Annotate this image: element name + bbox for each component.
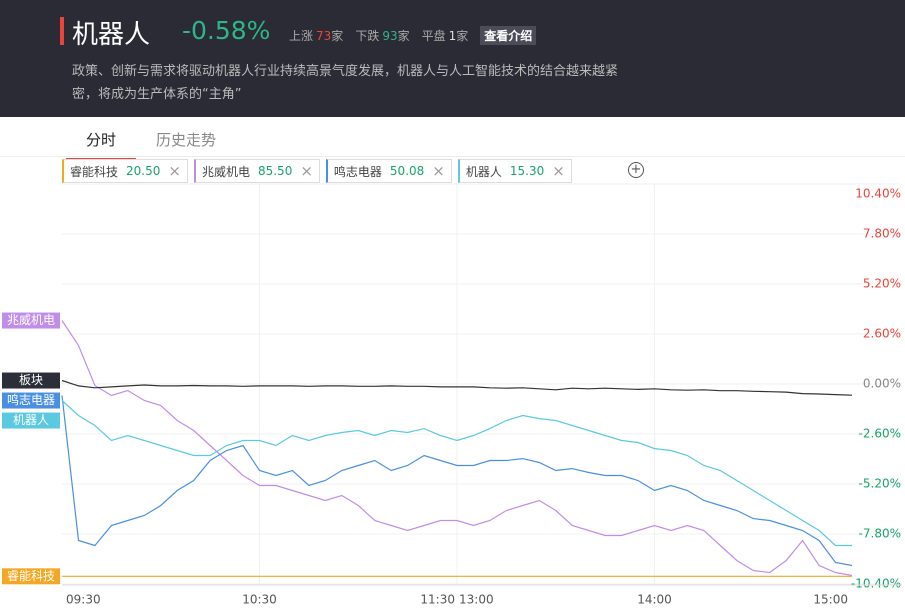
series-line [61, 400, 852, 547]
y-tick-label: 5.20% [863, 277, 901, 291]
series-line [61, 320, 853, 577]
chips: 睿能科技 20.50 × 兆威机电 85.50 × 鸣志电器 50.08 × 机器人 15.30 × [62, 159, 572, 183]
stat-label: 上涨 [289, 29, 314, 43]
stat-count: 1 [448, 29, 457, 43]
series-tag-label: 板块 [19, 373, 43, 387]
description: 政策、创新与需求将驱动机器人行业持续高景气度发展，机器人与人工智能技术的结合越来… [72, 60, 618, 106]
y-tick-label: 10.40% [855, 187, 901, 201]
stat-unit: 家 [331, 29, 344, 43]
series-tag [2, 412, 60, 429]
stat-count: 73 [316, 29, 332, 43]
x-tick-label: 14:00 [637, 593, 672, 607]
series-line [61, 395, 853, 567]
y-tick-label: -5.20% [859, 477, 901, 491]
tab[interactable]: 历史走势 [156, 131, 217, 149]
y-tick-label: 2.60% [863, 327, 901, 341]
desc-line: 政策、创新与需求将驱动机器人行业持续高景气度发展，机器人与人工智能技术的结合越来… [72, 64, 619, 79]
chip-price: 50.08 [389, 164, 425, 178]
x-tick-label: 09:30 [66, 593, 101, 607]
series-tag-label: 机器人 [13, 413, 49, 427]
y-tick-label: -7.80% [859, 527, 901, 541]
chip-close[interactable]: × [168, 162, 181, 180]
series-tag-label: 兆威机电 [7, 313, 55, 327]
change: -0.58% [182, 16, 271, 45]
stock-chip: 机器人 15.30 × [457, 159, 572, 183]
y-tick-label: 7.80% [863, 227, 901, 241]
header: 机器人 -0.58% 上涨 73家 下跌 93家 平盘 1家 查看介绍 政策、创新与需求将驱… [0, 0, 905, 117]
chip-name: 机器人 [465, 164, 502, 179]
accent-bar [60, 17, 64, 45]
y-tick-label: -10.40% [851, 577, 901, 591]
chip-name: 兆威机电 [201, 164, 250, 179]
series-tag [2, 392, 60, 409]
add-button[interactable]: + [628, 162, 644, 178]
stat-label: 平盘 [421, 29, 446, 43]
series-tag [2, 372, 60, 389]
y-tick-label: 0.00% [863, 377, 901, 391]
chip-name: 睿能科技 [70, 164, 119, 179]
y-tick-label: -2.60% [859, 427, 901, 441]
stat: 下跌 93家 [355, 27, 409, 44]
x-tick-label: 11:30 [420, 593, 455, 607]
stats: 上涨 73家 下跌 93家 平盘 1家 查看介绍 [289, 26, 537, 45]
stat-unit: 家 [397, 29, 410, 43]
chip-price: 20.50 [126, 164, 161, 178]
stat-count: 93 [382, 29, 398, 43]
chip-close[interactable]: × [432, 162, 445, 180]
chip-close[interactable]: × [552, 162, 565, 180]
stat-label: 下跌 [355, 29, 380, 43]
chip-price: 85.50 [257, 164, 293, 178]
stock-chip: 睿能科技 20.50 × [62, 159, 188, 183]
intro-button[interactable]: 查看介绍 [480, 26, 537, 45]
stat-unit: 家 [456, 29, 469, 43]
stock-chip: 鸣志电器 50.08 × [325, 159, 452, 183]
desc-line: 密，将成为生产体系的“主角” [72, 87, 242, 102]
stock-chip: 兆威机电 85.50 × [193, 159, 320, 183]
series-tag [2, 312, 60, 329]
series-tag-label: 鸣志电器 [7, 392, 55, 407]
divider [0, 156, 905, 157]
chip-close[interactable]: × [300, 162, 313, 180]
stat: 平盘 1家 [422, 27, 469, 44]
x-tick-label: 15:00 [813, 593, 848, 607]
chip-price: 15.30 [509, 164, 545, 178]
chip-name: 鸣志电器 [333, 164, 382, 179]
series-line [61, 379, 853, 396]
series-tag-label: 睿能科技 [7, 568, 55, 583]
series-tag [2, 568, 60, 585]
title: 机器人 [72, 20, 151, 50]
stat: 上涨 73家 [289, 27, 343, 44]
x-tick-label: 10:30 [242, 593, 277, 607]
x-tick-label: 13:00 [459, 593, 494, 607]
